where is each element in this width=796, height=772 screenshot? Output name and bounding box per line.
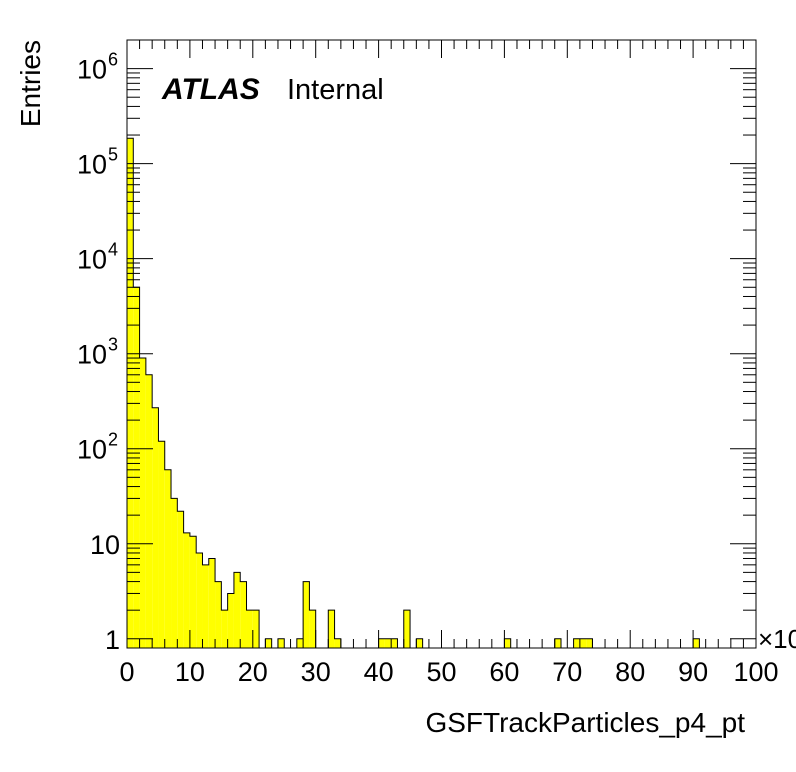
histogram-bin-72 bbox=[579, 638, 587, 648]
histogram-bin-20 bbox=[252, 610, 260, 648]
histogram-bin-12 bbox=[202, 564, 209, 648]
histogram-bin-5 bbox=[158, 441, 165, 648]
histogram-bin-41 bbox=[384, 638, 392, 648]
histogram-bin-8 bbox=[177, 511, 184, 648]
y-tick-label: 10 bbox=[77, 245, 107, 275]
histogram-bin-1 bbox=[133, 287, 140, 648]
y-tick-label: 10 bbox=[90, 530, 120, 560]
atlas-brand: ATLAS bbox=[161, 73, 260, 106]
histogram-bin-71 bbox=[573, 638, 580, 648]
y-axis-label: Entries bbox=[15, 40, 46, 127]
histogram-bin-32 bbox=[328, 610, 335, 648]
histogram-bin-42 bbox=[391, 638, 398, 648]
histogram-bin-2 bbox=[139, 358, 146, 648]
histogram-bars bbox=[127, 138, 700, 648]
histogram-bin-7 bbox=[171, 498, 178, 648]
histogram-bin-29 bbox=[309, 610, 316, 648]
histogram-bin-40 bbox=[378, 638, 385, 648]
y-tick-label: 10 bbox=[77, 435, 107, 465]
histogram-bin-9 bbox=[183, 532, 190, 648]
y-tick-exponent: 6 bbox=[108, 50, 118, 70]
histogram-bin-68 bbox=[554, 638, 562, 648]
x-tick-label: 70 bbox=[552, 657, 582, 687]
atlas-internal-label: Internal bbox=[287, 74, 384, 106]
histogram-bin-33 bbox=[334, 638, 341, 648]
x-tick-label: 50 bbox=[426, 657, 456, 687]
y-tick-label: 1 bbox=[105, 625, 120, 655]
histogram-bin-19 bbox=[246, 610, 253, 648]
histogram-bin-3 bbox=[145, 374, 153, 648]
histogram-bin-17 bbox=[233, 572, 241, 648]
histogram-bin-46 bbox=[416, 638, 423, 648]
x-tick-label: 0 bbox=[119, 657, 134, 687]
histogram-bin-4 bbox=[152, 407, 159, 648]
histogram-bin-90 bbox=[693, 638, 700, 648]
histogram-bin-73 bbox=[586, 638, 593, 648]
histogram-bin-0 bbox=[127, 138, 134, 648]
histogram-bin-13 bbox=[208, 558, 216, 648]
histogram-bin-15 bbox=[221, 610, 228, 648]
histogram-bin-22 bbox=[265, 638, 272, 648]
x-axis-tick-labels: 0 10 20 30 40 50 60 70 80 90 100 bbox=[119, 657, 778, 687]
histogram-bin-44 bbox=[403, 610, 411, 648]
x-tick-label: 100 bbox=[733, 657, 778, 687]
y-tick-label: 10 bbox=[77, 55, 107, 85]
x-tick-label: 40 bbox=[364, 657, 394, 687]
x-tick-label: 30 bbox=[301, 657, 331, 687]
y-tick-exponent: 4 bbox=[108, 240, 118, 260]
histogram-bin-6 bbox=[164, 469, 172, 648]
x-tick-label: 60 bbox=[489, 657, 519, 687]
histogram-bin-24 bbox=[277, 638, 285, 648]
y-tick-exponent: 3 bbox=[108, 335, 118, 355]
x-tick-label: 20 bbox=[238, 657, 268, 687]
x-tick-label: 80 bbox=[615, 657, 645, 687]
x-tick-label: 90 bbox=[678, 657, 708, 687]
x-multiplier-label: ×10 bbox=[758, 624, 796, 654]
x-tick-label: 10 bbox=[175, 657, 205, 687]
y-tick-label: 10 bbox=[77, 150, 107, 180]
histogram-bin-14 bbox=[215, 581, 222, 648]
histogram-bin-18 bbox=[240, 581, 247, 648]
y-axis-ticks bbox=[127, 39, 756, 640]
histogram-bin-60 bbox=[504, 638, 511, 648]
histogram-bin-11 bbox=[196, 552, 203, 648]
x-axis-label: GSFTrackParticles_p4_pt bbox=[425, 707, 745, 738]
histogram-bin-28 bbox=[303, 581, 310, 648]
y-tick-exponent: 2 bbox=[108, 430, 118, 450]
x-axis-ticks bbox=[126, 40, 757, 648]
histogram-bin-10 bbox=[189, 536, 197, 648]
histogram-bin-27 bbox=[296, 638, 304, 648]
y-tick-label: 10 bbox=[77, 340, 107, 370]
histogram-bin-16 bbox=[227, 593, 234, 648]
y-tick-exponent: 5 bbox=[108, 145, 118, 165]
